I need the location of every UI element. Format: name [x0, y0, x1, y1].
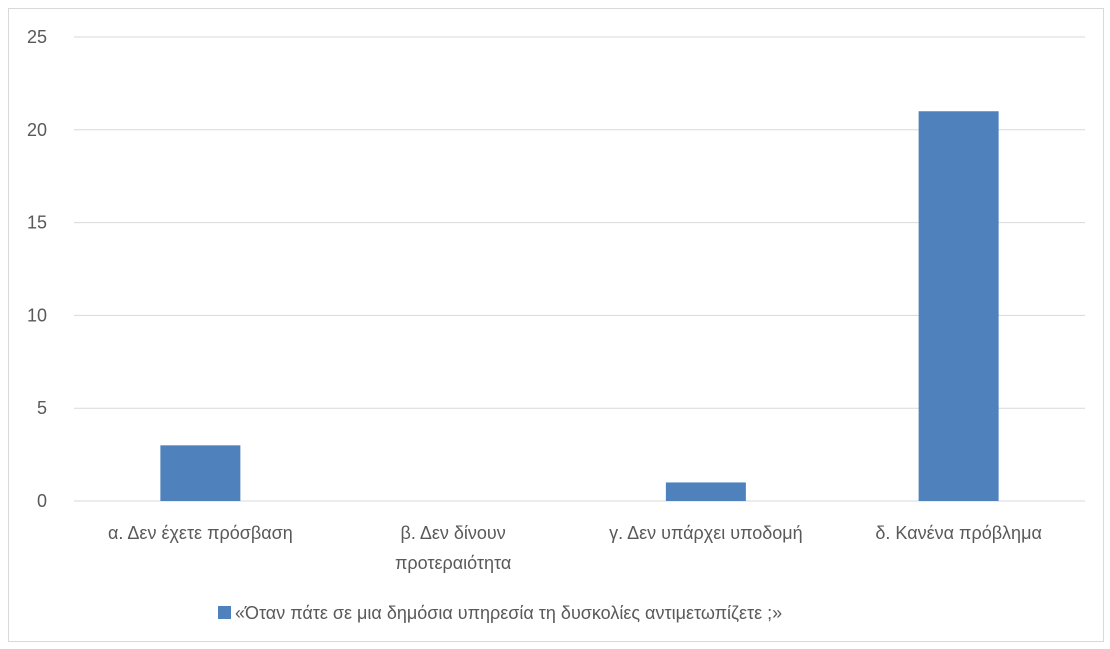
x-axis-ticks: α. Δεν έχετε πρόσβαση β. Δεν δίνουν προτερ…: [108, 523, 1042, 573]
x-tick-label: α. Δεν έχετε πρόσβαση: [108, 523, 293, 543]
y-axis-ticks: 0 5 10 15 20 25: [27, 27, 47, 511]
bars: [160, 111, 999, 502]
legend-label: «Όταν πάτε σε μια δημόσια υπηρεσία τη δυ…: [235, 603, 782, 623]
x-tick-label: γ. Δεν υπάρχει υποδομή: [609, 523, 803, 543]
chart-frame: [8, 8, 1104, 642]
bar: [665, 482, 746, 501]
legend-swatch: [218, 606, 231, 619]
y-tick-label: 25: [27, 27, 47, 47]
legend: «Όταν πάτε σε μια δημόσια υπηρεσία τη δυ…: [218, 603, 782, 623]
y-tick-label: 15: [27, 213, 47, 233]
y-tick-label: 10: [27, 305, 47, 325]
x-tick-label: δ. Κανένα πρόβλημα: [875, 523, 1041, 543]
gridlines: [74, 36, 1085, 502]
y-tick-label: 0: [37, 491, 47, 511]
bar: [918, 111, 999, 502]
bar: [160, 445, 241, 501]
y-tick-label: 5: [37, 398, 47, 418]
y-tick-label: 20: [27, 120, 47, 140]
x-tick-label: β. Δεν δίνουν: [400, 523, 505, 543]
x-tick-label: προτεραιότητα: [395, 553, 511, 573]
